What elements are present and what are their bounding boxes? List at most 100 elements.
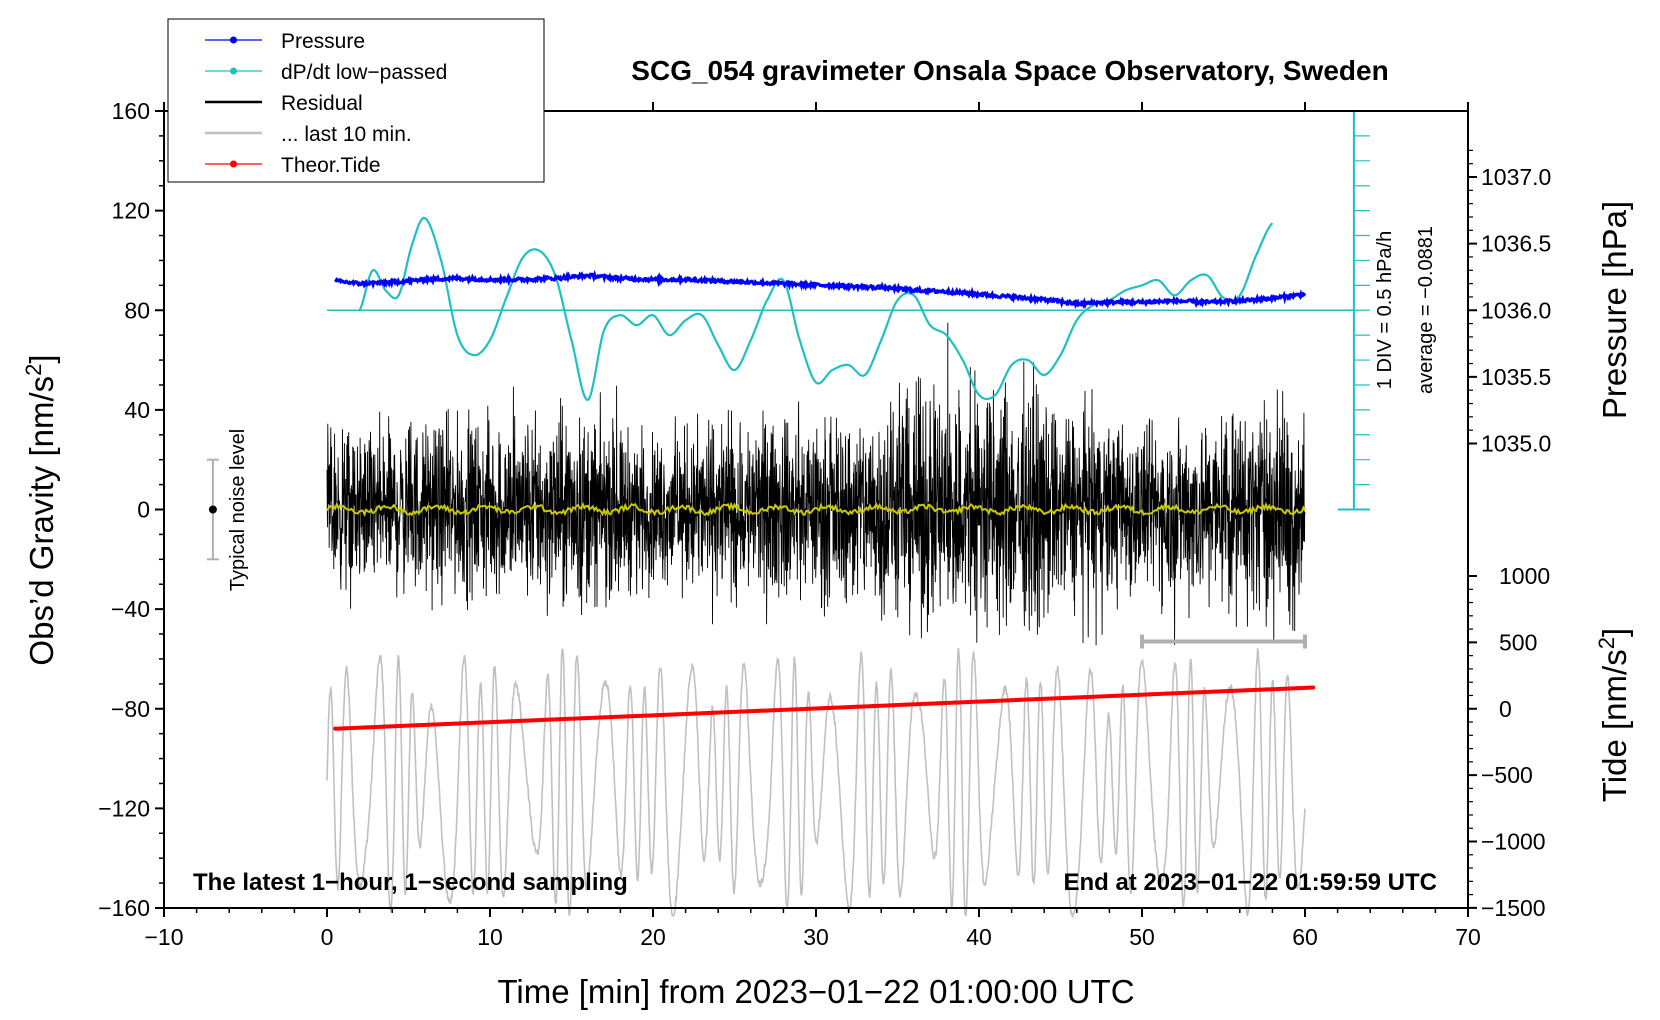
pressure-tick-label: 1036.0 — [1481, 297, 1551, 323]
series-tide-point — [479, 720, 484, 725]
series-tide-point — [349, 725, 354, 730]
legend-label: ... last 10 min. — [281, 123, 412, 146]
y-axis-tide-title-sup: 2 — [1594, 637, 1619, 649]
y-axis-pressure-title: Pressure [hPa] — [1596, 201, 1633, 419]
dpdt-series — [327, 110, 1370, 511]
legend-label: dP/dt low−passed — [281, 61, 447, 84]
series-tide-point — [1164, 691, 1169, 696]
y-tick-label: 40 — [124, 397, 150, 423]
y-tick-label: −120 — [98, 795, 150, 821]
series-tide-point — [936, 701, 941, 706]
series-tide-point — [919, 701, 924, 706]
y-tick-label: 0 — [137, 497, 150, 523]
residual-lowpass-series — [326, 501, 1306, 518]
series-tide-point — [1099, 694, 1104, 699]
legend-box — [167, 18, 545, 183]
series-tide-point — [1034, 697, 1039, 702]
x-tick-label: 20 — [640, 924, 666, 950]
series-tide-point — [447, 721, 452, 726]
y-axis-tide-title-main: Tide [nm/s — [1596, 649, 1633, 802]
dpdt-scale-label: 1 DIV = 0.5 hPa/h — [1374, 231, 1396, 389]
legend-swatch-dot — [230, 36, 237, 44]
x-tick-label: 0 — [321, 924, 334, 950]
y-tick-label: 80 — [124, 297, 150, 323]
series-tide-point — [398, 723, 403, 728]
series-tide-point — [773, 708, 778, 713]
series-tide-point — [756, 708, 761, 713]
tide-series — [333, 685, 1316, 731]
legend-label: Theor.Tide — [281, 154, 381, 177]
series-tide-point — [903, 702, 908, 707]
x-axis-title: Time [min] from 2023−01−22 01:00:00 UTC — [497, 973, 1134, 1010]
pressure-tick-label: 1036.5 — [1481, 231, 1551, 257]
series-tide-point — [1197, 690, 1202, 695]
tide-tick-label: 0 — [1499, 696, 1512, 722]
x-tick-label: 40 — [966, 924, 992, 950]
svg-text:Obs’d Gravity [nm/s2]: Obs’d Gravity [nm/s2] — [21, 354, 60, 665]
series-tide-point — [1262, 687, 1267, 692]
series-tide-point — [382, 724, 387, 729]
series-tide-point — [545, 717, 550, 722]
noise-label: Typical noise level — [227, 429, 249, 591]
pressure-tick-label: 1035.0 — [1481, 430, 1551, 456]
series-tide-point — [871, 704, 876, 709]
x-tick-label: 70 — [1455, 924, 1481, 950]
noise-bar-dot — [208, 505, 217, 514]
last10-series — [326, 647, 1306, 919]
y-tick-label: −40 — [111, 596, 150, 622]
series-tide-point — [1294, 686, 1299, 691]
dpdt-average-label: average = −0.0881 — [1415, 226, 1437, 394]
chart-title: SCG_054 gravimeter Onsala Space Observat… — [631, 55, 1388, 86]
x-tick-label: 10 — [477, 924, 503, 950]
tide-tick-label: −1500 — [1481, 895, 1546, 921]
bottom-left-note: The latest 1−hour, 1−second sampling — [193, 869, 628, 896]
series-dpdt-line — [358, 216, 1274, 402]
series-tide-point — [1001, 698, 1006, 703]
x-tick-label: −10 — [144, 924, 183, 950]
series-tide-point — [691, 711, 696, 716]
series-tide-point — [968, 699, 973, 704]
series-tide-point — [1066, 695, 1071, 700]
y-axis-left-title: Obs’d Gravity [nm/s2] — [21, 354, 60, 665]
series-tide-point — [1115, 693, 1120, 698]
tide-tick-label: −500 — [1481, 762, 1533, 788]
series-tide-point — [512, 719, 517, 724]
series-tide-point — [1311, 685, 1316, 690]
series-tide-point — [1213, 689, 1218, 694]
series-tide-point — [1082, 695, 1087, 700]
legend-label: Residual — [281, 92, 363, 115]
series-tide-point — [642, 713, 647, 718]
series-tide-point — [1229, 688, 1234, 693]
series-tide-point — [675, 712, 680, 717]
tide-tick-label: 1000 — [1499, 563, 1550, 589]
series-tide-point — [822, 706, 827, 711]
series-pressure-line — [334, 269, 1307, 310]
series-residual-line — [326, 322, 1306, 646]
legend: Pressure dP/dt low−passed Residual ... last… — [167, 18, 545, 183]
series-tide-point — [1017, 697, 1022, 702]
legend-swatch-dot — [230, 67, 237, 75]
pressure-series — [334, 269, 1307, 310]
legend-swatch-dot — [230, 160, 237, 168]
svg-text:Tide [nm/s2]: Tide [nm/s2] — [1594, 628, 1633, 802]
series-tide-point — [365, 725, 370, 730]
series-tide-point — [414, 723, 419, 728]
residual-series — [326, 322, 1306, 646]
annotations — [206, 458, 1307, 649]
series-tide-point — [1050, 696, 1055, 701]
series-tide-point — [610, 715, 615, 720]
y-axis-tide-title: Tide [nm/s2] — [1594, 628, 1633, 802]
series-tide-point — [740, 709, 745, 714]
series-tide-point — [805, 706, 810, 711]
series-tide-point — [985, 699, 990, 704]
series-tide-point — [333, 726, 338, 731]
series-tide-point — [708, 710, 713, 715]
x-tick-label: 30 — [803, 924, 829, 950]
y-axis-left-title-sup: 2 — [21, 364, 46, 376]
x-tick-label: 60 — [1292, 924, 1318, 950]
series-tide-point — [1131, 693, 1136, 698]
pressure-tick-label: 1035.5 — [1481, 364, 1551, 390]
y-axis-left-title-end: ] — [23, 354, 60, 363]
series-tide-point — [528, 718, 533, 723]
